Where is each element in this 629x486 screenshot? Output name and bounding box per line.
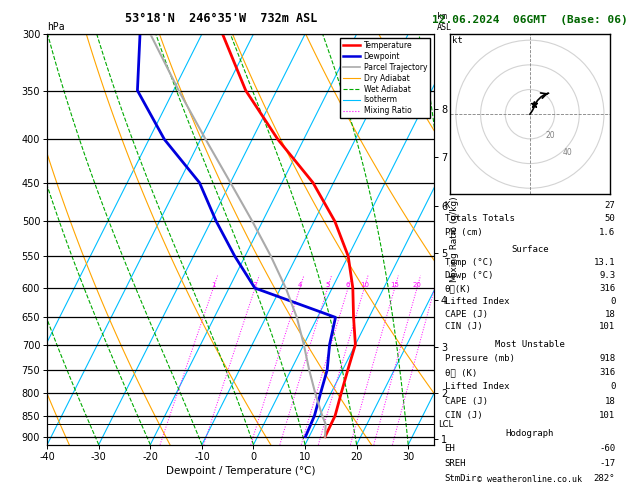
Text: 18: 18 <box>604 310 615 319</box>
Text: Lifted Index: Lifted Index <box>445 297 509 306</box>
Text: 40: 40 <box>562 148 572 157</box>
Text: SREH: SREH <box>445 459 466 469</box>
Text: 12.06.2024  06GMT  (Base: 06): 12.06.2024 06GMT (Base: 06) <box>432 15 628 25</box>
Text: kt: kt <box>452 36 463 46</box>
Text: -17: -17 <box>599 459 615 469</box>
Text: 15: 15 <box>390 282 399 288</box>
Text: 50: 50 <box>604 214 615 224</box>
Text: StmDir: StmDir <box>445 474 477 484</box>
Text: CIN (J): CIN (J) <box>445 323 482 331</box>
Text: 6: 6 <box>346 282 350 288</box>
Text: 9.3: 9.3 <box>599 271 615 280</box>
Text: km
ASL: km ASL <box>437 12 452 32</box>
Text: 5: 5 <box>325 282 330 288</box>
Text: Lifted Index: Lifted Index <box>445 382 509 391</box>
Text: CAPE (J): CAPE (J) <box>445 397 487 406</box>
Text: Pressure (mb): Pressure (mb) <box>445 354 515 363</box>
Text: © weatheronline.co.uk: © weatheronline.co.uk <box>477 474 582 484</box>
Text: hPa: hPa <box>47 21 65 32</box>
Y-axis label: Mixing Ratio (g/kg): Mixing Ratio (g/kg) <box>450 196 459 282</box>
Text: CAPE (J): CAPE (J) <box>445 310 487 319</box>
Text: θᴄ(K): θᴄ(K) <box>445 284 472 293</box>
Text: 27: 27 <box>604 201 615 209</box>
Text: 918: 918 <box>599 354 615 363</box>
Text: Most Unstable: Most Unstable <box>495 340 565 349</box>
Text: 4: 4 <box>298 282 302 288</box>
Text: Temp (°C): Temp (°C) <box>445 258 493 267</box>
Text: EH: EH <box>445 444 455 453</box>
Text: Hodograph: Hodograph <box>506 429 554 438</box>
Text: 20: 20 <box>413 282 421 288</box>
Text: Dewp (°C): Dewp (°C) <box>445 271 493 280</box>
Text: 1: 1 <box>211 282 216 288</box>
Text: -60: -60 <box>599 444 615 453</box>
Text: 2: 2 <box>253 282 257 288</box>
Text: 10: 10 <box>360 282 369 288</box>
Text: K: K <box>445 201 450 209</box>
Text: 53°18'N  246°35'W  732m ASL: 53°18'N 246°35'W 732m ASL <box>125 12 318 25</box>
Text: 101: 101 <box>599 323 615 331</box>
Text: 0: 0 <box>610 297 615 306</box>
Legend: Temperature, Dewpoint, Parcel Trajectory, Dry Adiabat, Wet Adiabat, Isotherm, Mi: Temperature, Dewpoint, Parcel Trajectory… <box>340 38 430 119</box>
Text: 18: 18 <box>604 397 615 406</box>
Text: Totals Totals: Totals Totals <box>445 214 515 224</box>
Text: θᴄ (K): θᴄ (K) <box>445 368 477 377</box>
Text: CIN (J): CIN (J) <box>445 411 482 420</box>
Text: Surface: Surface <box>511 245 548 254</box>
Text: PW (cm): PW (cm) <box>445 228 482 237</box>
Text: 282°: 282° <box>594 474 615 484</box>
Text: 316: 316 <box>599 368 615 377</box>
X-axis label: Dewpoint / Temperature (°C): Dewpoint / Temperature (°C) <box>166 466 315 476</box>
Text: 1.6: 1.6 <box>599 228 615 237</box>
Text: 316: 316 <box>599 284 615 293</box>
Text: 13.1: 13.1 <box>594 258 615 267</box>
Text: 101: 101 <box>599 411 615 420</box>
Text: 20: 20 <box>545 131 555 140</box>
Text: LCL: LCL <box>438 420 453 429</box>
Text: 0: 0 <box>610 382 615 391</box>
